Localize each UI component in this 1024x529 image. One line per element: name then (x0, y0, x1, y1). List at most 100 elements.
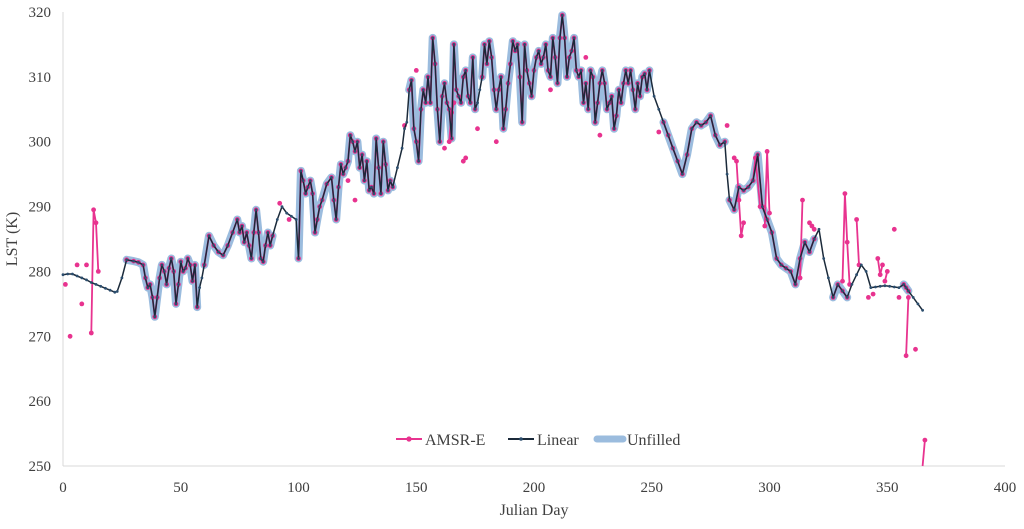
amsr-e-point-40-1 (884, 269, 890, 274)
linear-point-181 (565, 75, 569, 79)
linear-point-3 (75, 274, 79, 278)
linear-point-37 (188, 263, 192, 267)
linear-point-185 (575, 69, 578, 72)
linear-point-227 (699, 124, 703, 127)
linear-point-268 (888, 284, 891, 288)
linear-point-265 (874, 285, 877, 289)
amsr-e-point-21-0 (493, 139, 499, 145)
linear-point-241 (761, 205, 764, 209)
linear-point-258 (841, 289, 844, 293)
linear-point-165 (527, 81, 531, 85)
linear-point-38 (191, 279, 194, 283)
linear-point-42 (200, 276, 204, 280)
linear-point-54 (245, 231, 249, 234)
linear-point-208 (629, 69, 632, 72)
linear-point-141 (471, 56, 475, 59)
linear-point-199 (608, 101, 611, 105)
linear-point-167 (532, 69, 536, 72)
linear-point-64 (268, 244, 272, 247)
linear-point-25 (160, 263, 164, 267)
linear-point-12 (115, 290, 119, 293)
linear-point-10 (108, 288, 112, 292)
x-tick-label-250: 250 (641, 480, 664, 496)
series-linear (61, 13, 924, 319)
linear-point-39 (193, 263, 197, 267)
linear-point-222 (676, 159, 680, 163)
amsr-e-point-36-0 (854, 217, 859, 222)
linear-point-160 (516, 43, 519, 46)
linear-point-194 (596, 101, 599, 105)
y-tick-label-260: 260 (29, 394, 52, 410)
linear-point-9 (104, 286, 107, 290)
x-tick-label-400: 400 (994, 480, 1017, 496)
linear-point-100 (370, 185, 373, 189)
amsr-e-point-30-2 (757, 204, 763, 210)
amsr-e-point-4-0 (84, 262, 89, 268)
linear-point-263 (864, 270, 868, 273)
linear-point-269 (892, 285, 896, 289)
linear-point-172 (544, 43, 548, 46)
linear-point-73 (301, 179, 305, 183)
amsr-e-point-18-0 (460, 158, 466, 164)
linear-point-43 (202, 263, 206, 267)
linear-point-95 (358, 166, 362, 170)
linear-point-152 (497, 88, 501, 92)
linear-point-63 (266, 231, 270, 234)
linear-point-259 (845, 296, 849, 299)
amsr-e-point-29-2 (736, 197, 742, 203)
linear-point-237 (742, 189, 745, 192)
linear-point-122 (426, 75, 430, 79)
linear-point-59 (257, 231, 260, 234)
linear-point-182 (567, 56, 571, 59)
amsr-e-point-35-0 (840, 278, 845, 284)
amsr-e-point-44-0 (903, 353, 909, 359)
linear-point-228 (704, 120, 708, 124)
linear-point-112 (403, 127, 406, 131)
linear-point-1 (66, 272, 70, 276)
linear-point-109 (391, 185, 395, 189)
y-axis-title: LST (K) (4, 212, 21, 266)
linear-point-140 (469, 101, 472, 105)
amsr-e-point-31-1 (764, 149, 770, 154)
amsr-e-point-37-0 (866, 295, 871, 300)
linear-point-245 (779, 263, 783, 267)
linear-point-116 (412, 127, 416, 131)
linear-point-119 (419, 107, 423, 111)
linear-point-68 (285, 211, 289, 215)
linear-point-250 (803, 240, 807, 244)
linear-point-200 (610, 94, 614, 98)
linear-point-246 (784, 266, 788, 270)
linear-point-91 (348, 133, 352, 137)
linear-point-45 (212, 244, 216, 247)
linear-point-158 (511, 39, 515, 43)
amsr-e-point-16-0 (442, 145, 447, 151)
linear-point-135 (457, 94, 460, 98)
y-tick-label-320: 320 (29, 5, 52, 21)
linear-point-41 (198, 286, 202, 289)
linear-point-202 (615, 114, 618, 118)
linear-point-102 (374, 137, 378, 140)
amsr-e-point-35-1 (842, 191, 848, 197)
linear-point-72 (299, 169, 303, 173)
linear-point-188 (582, 101, 585, 105)
linear-point-19 (146, 286, 150, 289)
linear-point-177 (556, 81, 559, 85)
linear-point-94 (356, 140, 359, 144)
linear-point-274 (911, 296, 915, 299)
amsr-e-point-3-0 (79, 301, 85, 307)
linear-point-105 (381, 140, 385, 144)
linear-point-261 (855, 273, 858, 277)
linear-point-58 (254, 208, 258, 212)
linear-point-196 (600, 69, 604, 72)
linear-point-229 (709, 114, 712, 118)
linear-point-149 (490, 56, 493, 59)
linear-point-213 (640, 75, 644, 79)
linear-point-231 (718, 143, 722, 147)
x-tick-label-0: 0 (59, 480, 67, 496)
linear-point-87 (339, 163, 343, 166)
linear-point-110 (396, 166, 399, 170)
amsr-e-segment-5 (90, 208, 100, 334)
linear-point-79 (315, 218, 319, 221)
linear-point-215 (645, 88, 649, 92)
linear-point-81 (320, 198, 324, 202)
